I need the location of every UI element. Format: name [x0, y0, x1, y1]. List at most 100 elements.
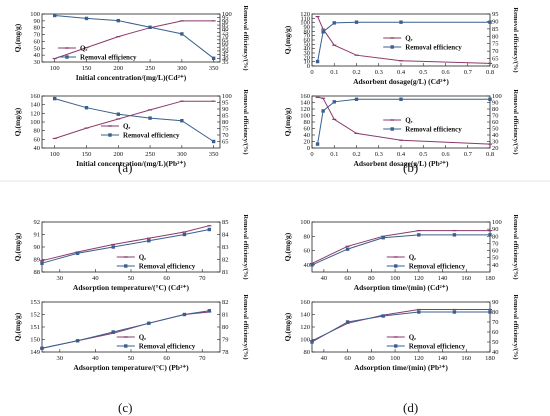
x-tick-label: 160	[461, 275, 471, 282]
y-left-tick-label: 151	[30, 324, 40, 331]
y-left-tick-label: 90	[304, 24, 311, 31]
y-right-tick-label: 80	[492, 33, 499, 40]
removal-point	[315, 59, 320, 64]
series-line-removal	[317, 21, 490, 62]
x-tick-label: 0.8	[486, 151, 494, 158]
y-right-tick-label: 50	[492, 255, 499, 262]
x-tick-label: 0.4	[397, 151, 406, 158]
y-right-tick-label: 75	[222, 29, 229, 36]
y-left-axis-title: Qₑ(mg/g)	[13, 232, 22, 261]
x-tick-label: 250	[145, 151, 155, 158]
legend-marker	[124, 264, 128, 268]
legend-label: Removal efficiency	[409, 343, 466, 351]
removal-point	[148, 116, 152, 120]
y-left-tick-label: 30	[34, 59, 41, 66]
y-right-tick-label: 40	[222, 55, 229, 62]
y-right-tick-label: 95	[492, 11, 499, 18]
plot-frame	[311, 221, 491, 273]
y-right-tick-label: 30	[492, 139, 499, 146]
x-tick-label: 70	[199, 275, 206, 282]
y-left-tick-label: 50	[304, 41, 311, 48]
y-right-tick-label: 70	[492, 319, 499, 326]
removal-point	[53, 13, 57, 18]
removal-point	[75, 251, 80, 255]
x-tick-label: 150	[82, 151, 92, 158]
y-right-tick-label: 100	[492, 93, 502, 100]
x-tick-label: 30	[57, 275, 64, 282]
removal-point	[116, 18, 120, 23]
y-right-tick-label: 95	[222, 100, 229, 107]
removal-point	[310, 263, 314, 267]
y-right-tick-label: 81	[222, 269, 229, 276]
x-tick-label: 0	[310, 69, 313, 76]
legend-label: Removal efficiency	[409, 263, 466, 271]
legend-label: Qₑ	[409, 334, 416, 342]
x-tick-label: 40	[321, 275, 328, 282]
y-right-axis-title: Removal efficiency/(%)	[512, 7, 519, 72]
y-right-tick-label: 85	[222, 113, 229, 120]
legend-label: Qₑ	[80, 45, 87, 53]
y-right-tick-label: 100	[222, 11, 232, 18]
x-axis-title: Initial concentration/(mg/L)(Cd²⁺)	[76, 73, 187, 82]
x-tick-label: 0.2	[352, 151, 360, 158]
y-left-tick-label: 91	[34, 232, 41, 239]
y-right-tick-label: 40	[492, 349, 499, 356]
legend-marker	[390, 127, 394, 131]
y-right-tick-label: 65	[222, 139, 229, 146]
x-tick-label: 140	[438, 275, 448, 282]
y-right-tick-label: 70	[492, 240, 499, 247]
x-tick-label: 40	[92, 355, 99, 362]
y-left-tick-label: 90	[34, 18, 41, 25]
y-left-tick-label: 100	[30, 119, 40, 126]
removal-point	[116, 112, 120, 116]
chart-2: 100 150 200 250 300 3504060801001201401606570…	[13, 89, 249, 168]
y-left-tick-label: 160	[300, 93, 310, 100]
legend-label: Qₑ	[139, 254, 146, 262]
y-left-tick-label: 90	[34, 244, 41, 251]
y-right-tick-label: 80	[492, 309, 499, 316]
x-axis-title: Adsorption time/(min) (Pb²⁺)	[354, 363, 448, 372]
y-left-tick-label: 40	[304, 262, 311, 269]
y-right-tick-label: 70	[222, 33, 229, 40]
legend-label: Qₑ	[123, 123, 130, 131]
y-left-tick-label: 80	[304, 233, 311, 240]
removal-point	[345, 247, 350, 251]
y-right-tick-label: 70	[222, 132, 229, 139]
y-left-tick-label: 80	[304, 349, 311, 356]
panel-label-b: (b)	[403, 160, 419, 175]
y-right-tick-label: 60	[492, 329, 499, 336]
series-line-qe	[317, 16, 491, 64]
x-tick-label: 300	[177, 65, 187, 72]
y-left-tick-label: 80	[34, 25, 41, 32]
y-left-tick-label: 0	[307, 145, 310, 152]
legend-label: Removal efficiency	[139, 343, 196, 351]
y-left-tick-label: 100	[30, 11, 40, 18]
x-tick-label: 0.5	[419, 151, 427, 158]
y-right-tick-label: 82	[222, 299, 229, 306]
y-left-axis-title: Qₑ(mg/g)	[13, 107, 22, 136]
y-right-tick-label: 40	[492, 132, 499, 139]
plot-frame	[41, 95, 221, 149]
x-tick-label: 0.1	[330, 151, 338, 158]
y-left-tick-label: 60	[34, 38, 41, 45]
x-tick-label: 60	[344, 275, 351, 282]
y-left-axis-title: Qₑ(mg/g)	[283, 107, 292, 136]
chart-6: 30 40 50 60 70 149 150 151 152 153 78 79 80 81 82 Adsor…	[13, 294, 249, 372]
y-right-tick-label: 50	[222, 48, 229, 55]
series-line-qe	[41, 225, 210, 262]
x-tick-label: 0.6	[441, 69, 450, 76]
y-right-tick-label: 90	[222, 106, 229, 113]
x-tick-label: 0.8	[486, 69, 494, 76]
y-right-tick-label: 55	[222, 44, 229, 51]
y-right-tick-label: 80	[222, 324, 229, 331]
y-left-axis-title: Qₑ(mg/g)	[13, 23, 22, 52]
x-tick-label: 100	[50, 151, 60, 158]
y-right-tick-label: 85	[222, 219, 229, 226]
y-right-tick-label: 90	[222, 18, 229, 25]
y-right-tick-label: 81	[222, 312, 229, 319]
x-tick-label: 0.6	[441, 151, 450, 158]
removal-point	[147, 321, 151, 325]
y-right-tick-label: 75	[492, 41, 499, 48]
legend-marker	[124, 344, 128, 348]
series-line-removal	[54, 15, 214, 59]
